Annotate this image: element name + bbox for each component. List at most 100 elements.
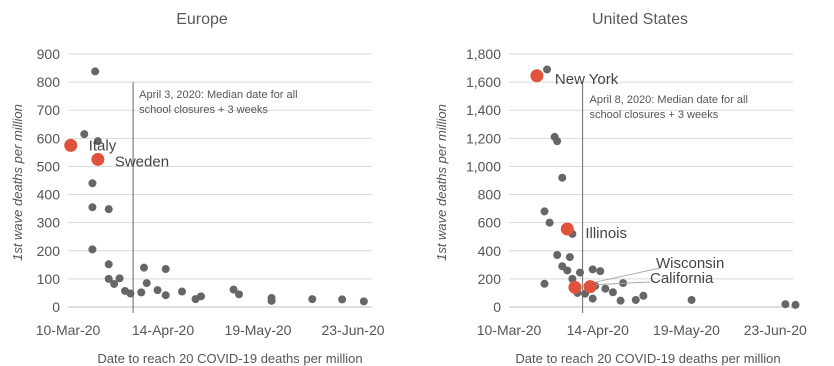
data-point bbox=[88, 245, 97, 254]
y-tick-label: 400 bbox=[478, 243, 502, 259]
y-axis-label: 1st wave deaths per million bbox=[10, 104, 25, 261]
data-point bbox=[639, 291, 648, 300]
data-point bbox=[558, 173, 567, 182]
highlight-point bbox=[568, 280, 582, 294]
y-tick-label: 1,600 bbox=[466, 74, 501, 90]
y-tick-label: 300 bbox=[37, 215, 61, 231]
data-point bbox=[553, 137, 562, 146]
y-tick-label: 200 bbox=[37, 243, 61, 259]
data-point bbox=[687, 295, 696, 304]
data-point bbox=[126, 289, 135, 298]
data-point bbox=[93, 137, 102, 146]
data-point bbox=[553, 250, 562, 259]
reference-annotation: school closures + 3 weeks bbox=[590, 109, 719, 121]
reference-annotation: school closures + 3 weeks bbox=[139, 104, 268, 116]
point-label: Illinois bbox=[585, 225, 627, 242]
x-axis-label: Date to reach 20 COVID-19 deaths per mil… bbox=[97, 351, 362, 366]
data-point bbox=[235, 290, 243, 299]
chart-panel-0: Europe 0 100 200 300 400 500 600 700 800 900 10-Mar… bbox=[10, 11, 385, 366]
reference-annotation: April 3, 2020: Median date for all bbox=[139, 89, 297, 101]
data-point bbox=[178, 287, 186, 296]
point-label: Sweden bbox=[115, 153, 169, 170]
data-point bbox=[543, 65, 552, 74]
data-point bbox=[588, 294, 597, 303]
data-point bbox=[540, 279, 549, 288]
x-tick-label: 23-Jun-20 bbox=[744, 322, 807, 338]
data-point bbox=[153, 286, 162, 295]
label-leader bbox=[596, 281, 651, 286]
y-tick-label: 500 bbox=[37, 158, 61, 174]
x-tick-label: 23-Jun-20 bbox=[321, 322, 384, 338]
data-point bbox=[140, 263, 148, 272]
point-label: California bbox=[650, 270, 714, 287]
y-tick-label: 100 bbox=[37, 271, 61, 287]
data-point bbox=[601, 284, 610, 293]
x-tick-label: 10-Mar-20 bbox=[36, 322, 101, 338]
y-tick-label: 0 bbox=[493, 299, 501, 315]
y-tick-label: 400 bbox=[37, 187, 61, 203]
data-point bbox=[545, 218, 554, 227]
x-tick-label: 19-May-20 bbox=[225, 322, 292, 338]
data-point bbox=[229, 285, 238, 294]
y-tick-label: 900 bbox=[37, 46, 61, 62]
data-point bbox=[110, 279, 119, 288]
data-point bbox=[115, 274, 124, 283]
data-point bbox=[631, 295, 640, 304]
data-point bbox=[137, 288, 146, 297]
data-point bbox=[104, 205, 113, 214]
x-axis-label: Date to reach 20 COVID-19 deaths per mil… bbox=[515, 351, 780, 366]
reference-annotation: April 8, 2020: Median date for all bbox=[590, 94, 748, 106]
y-tick-label: 200 bbox=[478, 271, 502, 287]
y-tick-label: 600 bbox=[37, 130, 61, 146]
data-point bbox=[608, 288, 617, 297]
highlight-point bbox=[91, 152, 105, 166]
y-tick-label: 700 bbox=[37, 102, 61, 118]
data-point bbox=[596, 267, 605, 276]
data-point bbox=[88, 179, 97, 188]
point-label: Italy bbox=[89, 137, 117, 154]
highlight-point bbox=[64, 138, 78, 152]
data-point bbox=[197, 292, 205, 301]
data-point bbox=[104, 274, 113, 283]
x-tick-label: 14-Apr-20 bbox=[132, 322, 194, 338]
highlight-point bbox=[583, 280, 597, 294]
data-point bbox=[142, 279, 151, 288]
highlight-point bbox=[530, 69, 544, 83]
data-point bbox=[80, 130, 89, 139]
data-point bbox=[588, 265, 597, 274]
y-tick-label: 1,800 bbox=[466, 46, 501, 62]
data-point bbox=[565, 253, 574, 262]
data-point bbox=[267, 296, 276, 305]
x-tick-label: 10-Mar-20 bbox=[477, 322, 542, 338]
data-point bbox=[308, 295, 317, 304]
y-tick-label: 1,200 bbox=[466, 130, 501, 146]
data-point bbox=[91, 67, 100, 76]
y-tick-label: 0 bbox=[52, 299, 60, 315]
point-label: Wisconsin bbox=[656, 255, 724, 272]
data-point bbox=[104, 260, 113, 269]
data-point bbox=[338, 295, 347, 304]
data-point bbox=[161, 291, 170, 300]
y-axis-label: 1st wave deaths per million bbox=[434, 104, 449, 261]
data-point bbox=[616, 296, 625, 305]
data-point bbox=[359, 297, 368, 306]
y-tick-label: 600 bbox=[478, 215, 502, 231]
x-tick-label: 19-May-20 bbox=[653, 322, 720, 338]
y-tick-label: 800 bbox=[478, 187, 502, 203]
highlight-point bbox=[560, 222, 574, 236]
point-label: New York bbox=[555, 71, 619, 88]
data-point bbox=[576, 268, 584, 277]
data-point bbox=[781, 300, 790, 309]
data-point bbox=[563, 266, 572, 275]
x-tick-label: 14-Apr-20 bbox=[567, 322, 629, 338]
data-point bbox=[161, 265, 170, 274]
chart-title: United States bbox=[592, 11, 688, 28]
chart-panel-1: United States 0 200 400 600 800 1,000 1,200 1,40… bbox=[434, 11, 807, 366]
data-point bbox=[791, 300, 800, 309]
y-tick-label: 1,000 bbox=[466, 158, 501, 174]
y-tick-label: 1,400 bbox=[466, 102, 501, 118]
data-point bbox=[88, 203, 97, 212]
chart-title: Europe bbox=[176, 11, 228, 28]
